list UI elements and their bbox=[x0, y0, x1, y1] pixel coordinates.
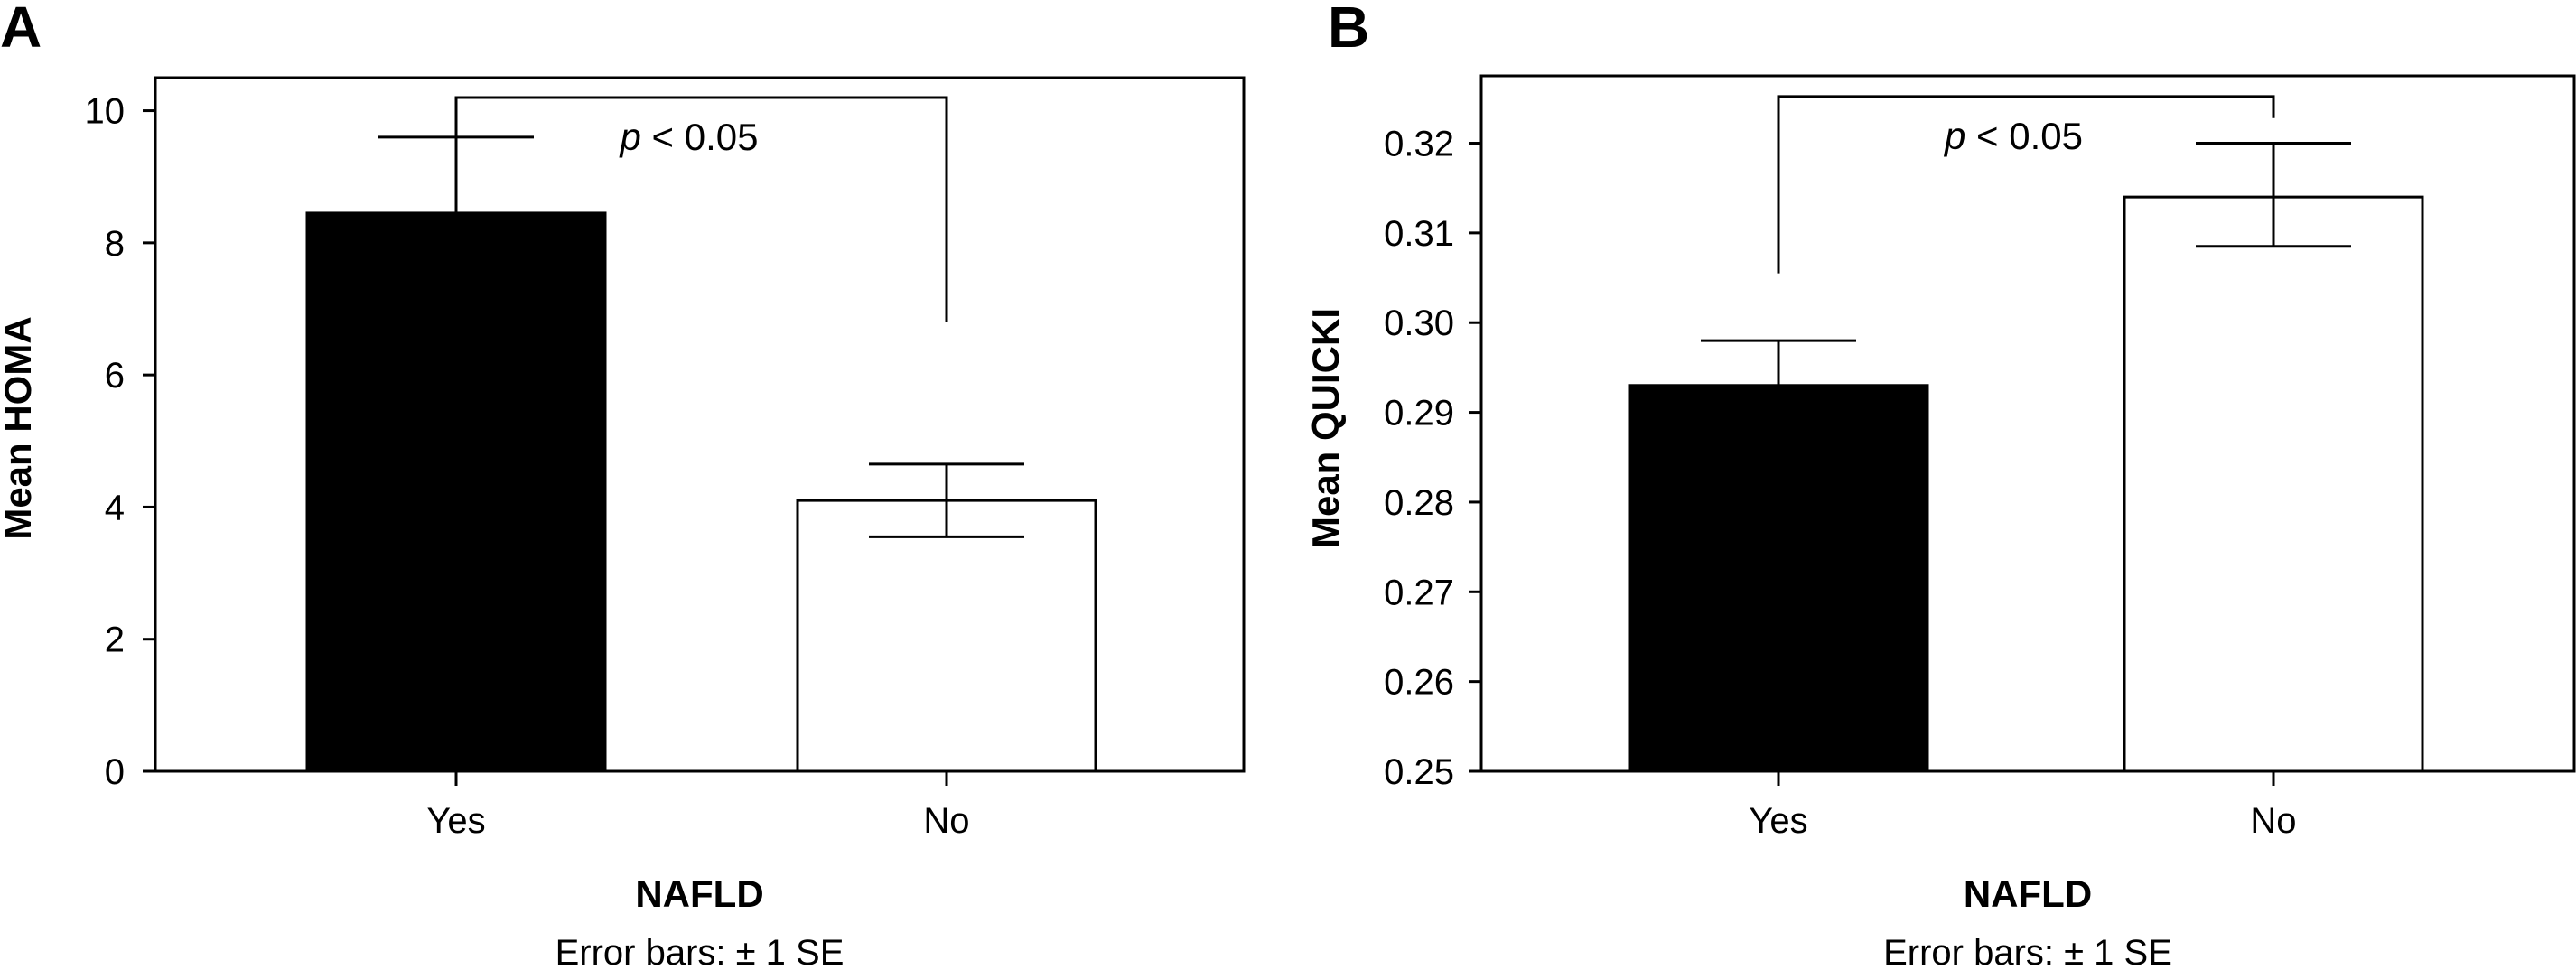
y-axis-title: Mean HOMA bbox=[0, 316, 39, 539]
x-tick-label: No bbox=[923, 801, 969, 841]
bar-yes bbox=[1628, 384, 1929, 773]
bar-yes bbox=[305, 211, 607, 773]
p-value-label: p < 0.05 bbox=[619, 116, 759, 158]
p-value-label: p < 0.05 bbox=[1943, 115, 2083, 157]
y-axis-ticks: 0 2 4 6 8 10 bbox=[85, 92, 155, 792]
bracket-line bbox=[1777, 95, 2275, 274]
y-tick-label: 0.25 bbox=[1384, 752, 1454, 792]
y-axis-ticks: 0.25 0.26 0.27 0.28 0.29 0.30 0.31 0.32 bbox=[1384, 125, 1481, 792]
error-bar-note: Error bars: ± 1 SE bbox=[1883, 933, 2172, 970]
y-tick-label: 10 bbox=[85, 92, 126, 132]
bracket-line bbox=[454, 96, 948, 322]
y-tick-label: 0.28 bbox=[1384, 483, 1454, 523]
bars bbox=[305, 211, 1097, 773]
x-tick-label: Yes bbox=[1749, 801, 1807, 841]
y-axis-title: Mean QUICKI bbox=[1304, 308, 1347, 548]
panel-a: A 0 2 4 6 8 10 Yes No p < 0.05 Mean HOMA NAFLD… bbox=[0, 0, 1246, 970]
panel-label: A bbox=[0, 0, 42, 60]
error-bars bbox=[1701, 142, 2351, 432]
x-tick-label: Yes bbox=[426, 801, 485, 841]
significance-bracket bbox=[454, 96, 948, 322]
plot-frame bbox=[154, 76, 1246, 773]
y-tick-label: 0.30 bbox=[1384, 303, 1454, 343]
y-tick-label: 0.32 bbox=[1384, 125, 1454, 164]
bars bbox=[1628, 195, 2424, 773]
panel-b: B 0.25 0.26 0.27 0.28 0.29 0.30 0.31 0.32 Yes No… bbox=[1304, 0, 2576, 970]
error-bar-note: Error bars: ± 1 SE bbox=[555, 933, 845, 970]
x-tick-label: No bbox=[2250, 801, 2296, 841]
panel-label: B bbox=[1328, 0, 1369, 60]
plot-frame bbox=[1479, 74, 2576, 773]
bar-no bbox=[796, 499, 1097, 773]
p-threshold: < 0.05 bbox=[1965, 115, 2083, 157]
bar-no bbox=[2123, 195, 2424, 773]
p-symbol: p bbox=[1943, 115, 1965, 157]
y-tick-label: 6 bbox=[105, 356, 125, 396]
y-tick-label: 8 bbox=[105, 224, 125, 264]
x-axis-ticks: Yes No bbox=[1749, 771, 2297, 841]
y-tick-label: 0.27 bbox=[1384, 573, 1454, 612]
y-tick-label: 0.26 bbox=[1384, 663, 1454, 703]
y-tick-label: 0.31 bbox=[1384, 214, 1454, 254]
y-tick-label: 4 bbox=[105, 488, 125, 527]
p-threshold: < 0.05 bbox=[641, 116, 759, 158]
y-tick-label: 0.29 bbox=[1384, 394, 1454, 434]
y-tick-label: 2 bbox=[105, 620, 125, 660]
x-axis-title: NAFLD bbox=[1964, 872, 2092, 915]
x-axis-ticks: Yes No bbox=[426, 771, 970, 841]
p-symbol: p bbox=[619, 116, 641, 158]
significance-bracket bbox=[1777, 95, 2275, 274]
x-axis-title: NAFLD bbox=[635, 872, 763, 915]
y-tick-label: 0 bbox=[105, 752, 125, 792]
